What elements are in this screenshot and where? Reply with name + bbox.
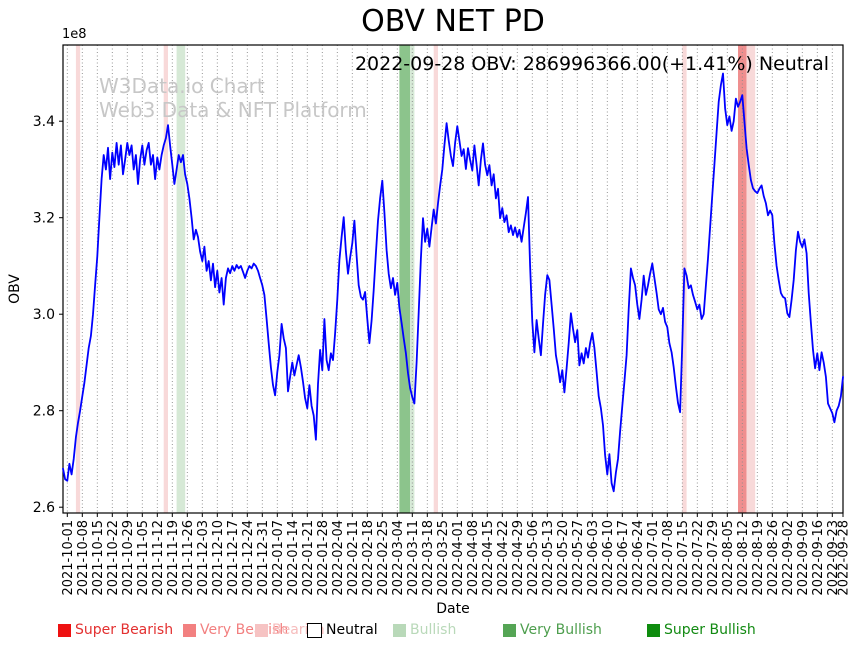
legend-item-super-bullish: Super Bullish [647, 622, 756, 638]
x-tick-label: 2022-06-17 [616, 520, 631, 596]
legend-item-neutral: Neutral [307, 622, 378, 638]
x-tick-label: 2022-08-05 [721, 520, 736, 596]
x-tick-label: 2021-12-17 [226, 520, 241, 596]
x-tick-label: 2021-11-19 [166, 520, 181, 596]
x-tick-label: 2022-05-27 [571, 520, 586, 596]
chart-subtitle: 2022-09-28 OBV: 286996366.00(+1.41%) Neu… [354, 53, 829, 75]
signal-bands [75, 45, 756, 513]
legend-item-bullish: Bullish [393, 622, 456, 638]
x-tick-label: 2022-09-16 [811, 520, 826, 596]
x-axis-label: Date [436, 601, 470, 617]
x-grid-and-ticks: 2021-10-01 2021-10-08 2021-10-15 2021-10-22… [61, 45, 852, 596]
x-tick-label: 2021-10-08 [76, 520, 91, 596]
x-tick-label: 2022-09-09 [796, 520, 811, 596]
x-tick-label: 2022-04-01 [451, 520, 466, 596]
y-axis-offset-label: 1e8 [62, 27, 87, 42]
x-tick-label: 2021-10-29 [121, 520, 136, 596]
x-tick-label: 2022-09-28 [837, 520, 852, 596]
signal-band-bullish [410, 45, 415, 513]
x-tick-label: 2022-02-04 [331, 520, 346, 596]
x-tick-label: 2022-07-15 [676, 520, 691, 596]
x-tick-label: 2022-03-04 [391, 520, 406, 596]
x-tick-label: 2022-08-26 [766, 520, 781, 596]
x-tick-label: 2021-12-24 [241, 520, 256, 596]
legend-label-very-bullish: Very Bullish [520, 622, 602, 638]
x-tick-label: 2022-07-29 [706, 520, 721, 596]
x-tick-label: 2022-04-22 [496, 520, 511, 596]
y-tick-label: 2.6 [33, 500, 55, 516]
x-tick-label: 2021-10-01 [61, 520, 76, 596]
y-tick-label: 3.4 [33, 114, 55, 130]
obv-line [62, 72, 844, 493]
x-tick-label: 2022-03-11 [406, 520, 421, 596]
x-tick-label: 2022-03-18 [421, 520, 436, 596]
x-tick-label: 2022-06-10 [601, 520, 616, 596]
legend-swatch-bearish [255, 623, 268, 637]
legend-swatch-bullish [393, 623, 406, 637]
x-tick-label: 2021-12-10 [211, 520, 226, 596]
x-tick-label: 2022-04-29 [511, 520, 526, 596]
legend-swatch-very-bearish [183, 623, 196, 637]
y-ticks: 2.6 2.8 3.0 3.2 3.4 [33, 114, 63, 516]
x-tick-label: 2022-07-01 [646, 520, 661, 596]
x-tick-label: 2022-04-15 [481, 520, 496, 596]
legend-swatch-neutral [307, 622, 322, 638]
x-tick-label: 2022-07-22 [691, 520, 706, 596]
x-tick-label: 2022-08-19 [751, 520, 766, 596]
x-tick-label: 2022-06-24 [631, 520, 646, 596]
y-tick-label: 3.0 [33, 307, 55, 323]
signal-band-bearish [75, 45, 81, 513]
x-tick-label: 2022-02-18 [361, 520, 376, 596]
legend-swatch-super-bearish [58, 623, 71, 637]
y-tick-label: 3.2 [33, 211, 55, 227]
signal-band-bullish [176, 45, 186, 513]
x-tick-label: 2022-08-12 [736, 520, 751, 596]
legend-swatch-super-bullish [647, 623, 660, 637]
x-tick-label: 2022-04-08 [466, 520, 481, 596]
x-tick-label: 2021-11-05 [136, 520, 151, 596]
legend-label-neutral: Neutral [326, 622, 378, 638]
x-tick-label: 2022-07-08 [661, 520, 676, 596]
x-tick-label: 2021-10-15 [91, 520, 106, 596]
x-tick-label: 2022-05-06 [526, 520, 541, 596]
legend-item-super-bearish: Super Bearish [58, 622, 173, 638]
x-tick-label: 2022-01-28 [316, 520, 331, 596]
x-tick-label: 2021-11-26 [181, 520, 196, 596]
legend: Super Bearish Very Bearish Bearish Neutral B… [0, 622, 855, 644]
x-tick-label: 2021-12-31 [256, 520, 271, 596]
signal-band-bearish [163, 45, 168, 513]
signal-band-bearish [433, 45, 438, 513]
x-tick-label: 2022-05-20 [556, 520, 571, 596]
x-tick-label: 2021-11-12 [151, 520, 166, 596]
y-tick-label: 2.8 [33, 404, 55, 420]
x-tick-label: 2022-01-07 [271, 520, 286, 596]
x-tick-label: 2022-02-11 [346, 520, 361, 596]
x-tick-label: 2022-06-03 [586, 520, 601, 596]
chart-title: OBV NET PD [361, 4, 545, 39]
signal-band-very_bullish [399, 45, 411, 513]
x-tick-label: 2021-10-22 [106, 520, 121, 596]
x-tick-label: 2022-01-14 [286, 520, 301, 596]
x-tick-label: 2021-12-03 [196, 520, 211, 596]
legend-swatch-very-bullish [503, 623, 516, 637]
legend-label-bullish: Bullish [410, 622, 457, 638]
x-tick-label: 2022-01-21 [301, 520, 316, 596]
signal-band-bearish [746, 45, 756, 513]
legend-item-very-bullish: Very Bullish [503, 622, 602, 638]
x-tick-label: 2022-09-02 [781, 520, 796, 596]
x-tick-label: 2022-02-25 [376, 520, 391, 596]
axes-frame [62, 44, 844, 514]
x-tick-label: 2022-09-23 [826, 520, 841, 596]
legend-label-super-bearish: Super Bearish [75, 622, 174, 638]
x-tick-label: 2022-05-13 [541, 520, 556, 596]
legend-label-super-bullish: Super Bullish [664, 622, 756, 638]
signal-band-very_bearish [738, 45, 747, 513]
x-tick-label: 2022-03-25 [436, 520, 451, 596]
y-axis-label: OBV [7, 274, 23, 304]
